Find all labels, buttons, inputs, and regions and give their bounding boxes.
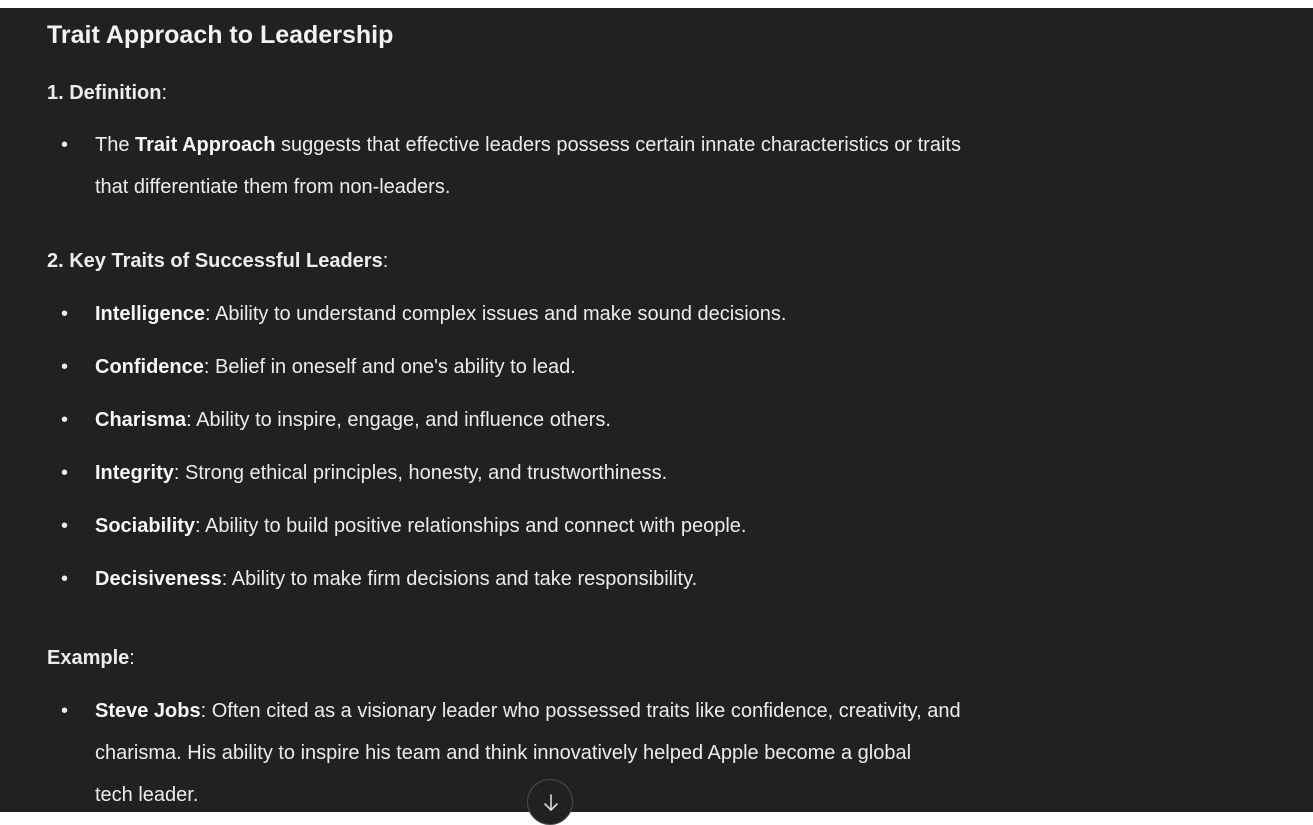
definition-term: Trait Approach — [135, 134, 276, 156]
definition-line1: suggests that effective leaders possess … — [275, 134, 961, 156]
trait-term: Sociability — [95, 515, 196, 537]
example-line3: tech leader. — [95, 784, 199, 806]
chat-response-panel: Trait Approach to Leadership 1. Definiti… — [0, 8, 1313, 825]
example-line2: charisma. His ability to inspire his tea… — [95, 742, 912, 764]
key-traits-heading-colon: : — [382, 250, 389, 272]
example-heading: Example: — [47, 644, 135, 672]
example-heading-label: Example — [47, 647, 130, 669]
trait-term: Intelligence — [95, 303, 206, 325]
trait-description: : Ability to understand complex issues a… — [205, 303, 787, 325]
trait-description: : Ability to inspire, engage, and influe… — [186, 409, 611, 431]
arrow-down-icon — [544, 794, 558, 811]
bullet-dot: • — [61, 303, 69, 325]
trait-term: Confidence — [95, 356, 204, 378]
definition-prefix: The — [95, 134, 136, 156]
example-term: Steve Jobs — [95, 700, 201, 722]
scroll-to-bottom-button[interactable] — [527, 779, 573, 825]
trait-description: : Ability to build positive relationship… — [195, 515, 747, 537]
definition-heading: 1. Definition: — [47, 79, 167, 107]
example-heading-colon: : — [129, 647, 135, 669]
definition-heading-label: 1. Definition — [47, 82, 162, 104]
bullet-dot: • — [61, 134, 69, 156]
definition-line2: that differentiate them from non-leaders… — [95, 176, 451, 198]
key-traits-heading-label: 2. Key Traits of Successful Leaders — [47, 250, 383, 272]
bullet-dot: • — [61, 462, 69, 484]
trait-term: Charisma — [95, 409, 187, 431]
trait-term: Decisiveness — [95, 568, 222, 590]
bullet-dot: • — [61, 409, 69, 431]
definition-text: The Trait Approach suggests that effecti… — [95, 124, 1135, 208]
trait-term: Integrity — [95, 462, 174, 484]
key-traits-heading: 2. Key Traits of Successful Leaders: — [47, 247, 388, 275]
bullet-dot: • — [61, 356, 69, 378]
trait-description: : Ability to make firm decisions and tak… — [221, 568, 698, 590]
example-line1: : Often cited as a visionary leader who … — [200, 700, 961, 722]
definition-heading-colon: : — [161, 82, 168, 104]
page-title: Trait Approach to Leadership — [47, 21, 394, 49]
bullet-dot: • — [61, 515, 69, 537]
bullet-dot: • — [61, 568, 69, 590]
bullet-dot: • — [61, 700, 69, 722]
example-text: Steve Jobs: Often cited as a visionary l… — [95, 690, 1135, 816]
trait-description: : Strong ethical principles, honesty, an… — [173, 462, 668, 484]
trait-description: : Belief in oneself and one's ability to… — [203, 356, 576, 378]
